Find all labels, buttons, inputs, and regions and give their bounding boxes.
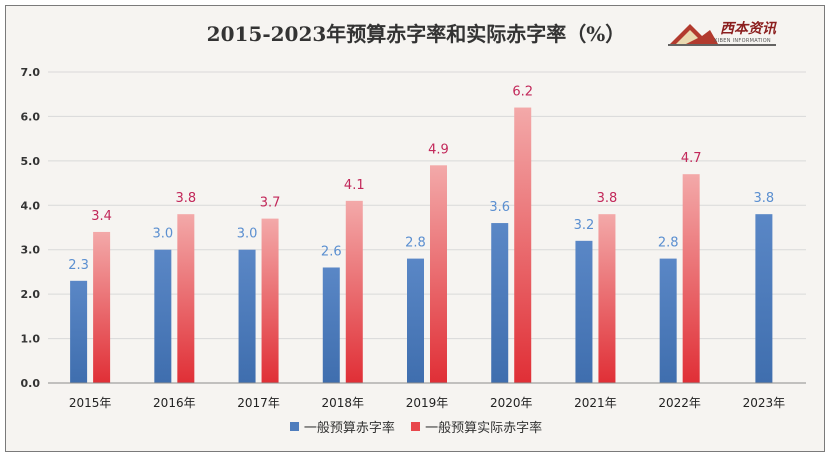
chart-legend: 一般预算赤字率 一般预算实际赤字率 bbox=[0, 417, 832, 436]
logo-mountain-icon bbox=[668, 24, 776, 46]
y-tick-label: 2.0 bbox=[21, 288, 41, 301]
x-tick-label: 2022年 bbox=[658, 396, 701, 410]
actual-deficit-bar bbox=[261, 218, 279, 383]
budget-deficit-label: 2.3 bbox=[68, 258, 89, 273]
y-tick-label: 4.0 bbox=[21, 199, 41, 212]
x-tick-label: 2016年 bbox=[153, 396, 196, 410]
actual-deficit-bar bbox=[177, 214, 195, 383]
x-tick-label: 2015年 bbox=[69, 396, 112, 410]
x-tick-label: 2023年 bbox=[743, 396, 786, 410]
budget-deficit-bar bbox=[70, 280, 88, 383]
x-tick-label: 2020年 bbox=[490, 396, 533, 410]
budget-deficit-bar bbox=[154, 249, 172, 383]
x-tick-label: 2017年 bbox=[237, 396, 280, 410]
y-tick-label: 7.0 bbox=[21, 66, 41, 79]
y-tick-label: 3.0 bbox=[21, 244, 41, 257]
chart-title: 2015-2023年预算赤字率和实际赤字率（%） bbox=[206, 22, 626, 46]
actual-deficit-label: 3.8 bbox=[175, 191, 196, 206]
actual-deficit-label: 3.7 bbox=[260, 196, 281, 211]
actual-deficit-bar bbox=[682, 174, 700, 383]
budget-deficit-label: 3.2 bbox=[574, 218, 595, 233]
budget-deficit-label: 2.8 bbox=[658, 236, 679, 251]
x-tick-label: 2021年 bbox=[574, 396, 617, 410]
budget-deficit-label: 3.0 bbox=[152, 227, 173, 242]
actual-deficit-bar bbox=[430, 165, 447, 383]
legend-label-actual: 一般预算实际赤字率 bbox=[425, 421, 543, 436]
legend-label-budget: 一般预算赤字率 bbox=[303, 421, 395, 436]
legend-swatch-red bbox=[411, 422, 421, 431]
budget-deficit-bar bbox=[322, 267, 340, 383]
x-tick-label: 2018年 bbox=[322, 396, 365, 410]
actual-deficit-bar bbox=[345, 200, 363, 383]
budget-deficit-bar bbox=[575, 240, 593, 383]
company-logo: 西本资讯 XIBEN INFORMATION bbox=[668, 14, 780, 50]
budget-deficit-bar bbox=[407, 258, 424, 383]
budget-deficit-bar bbox=[755, 214, 773, 383]
budget-deficit-label: 3.6 bbox=[489, 200, 510, 215]
x-tick-label: 2019年 bbox=[406, 396, 449, 410]
y-tick-label: 0.0 bbox=[21, 377, 41, 390]
logo-text: 西本资讯 bbox=[720, 21, 776, 37]
budget-deficit-label: 3.0 bbox=[237, 227, 258, 242]
actual-deficit-label: 4.1 bbox=[344, 178, 365, 193]
legend-item-actual: 一般预算实际赤字率 bbox=[411, 417, 542, 436]
budget-deficit-bar bbox=[659, 258, 677, 383]
actual-deficit-label: 4.7 bbox=[681, 151, 702, 166]
actual-deficit-label: 4.9 bbox=[428, 142, 449, 157]
budget-deficit-bar bbox=[238, 249, 256, 383]
actual-deficit-label: 3.8 bbox=[597, 191, 618, 206]
budget-deficit-label: 3.8 bbox=[754, 191, 775, 206]
y-tick-label: 1.0 bbox=[21, 333, 41, 346]
actual-deficit-bar bbox=[598, 214, 616, 383]
budget-deficit-label: 2.6 bbox=[321, 244, 342, 259]
budget-deficit-bar bbox=[491, 223, 509, 383]
actual-deficit-bar bbox=[93, 231, 111, 383]
y-tick-label: 5.0 bbox=[21, 155, 41, 168]
actual-deficit-label: 3.4 bbox=[91, 209, 112, 224]
y-tick-label: 6.0 bbox=[21, 110, 41, 123]
actual-deficit-label: 6.2 bbox=[512, 85, 533, 100]
legend-item-budget: 一般预算赤字率 bbox=[289, 417, 395, 436]
actual-deficit-bar bbox=[514, 107, 532, 384]
budget-deficit-label: 2.8 bbox=[405, 236, 426, 251]
logo-subtext: XIBEN INFORMATION bbox=[714, 38, 771, 44]
legend-swatch-blue bbox=[289, 422, 299, 431]
